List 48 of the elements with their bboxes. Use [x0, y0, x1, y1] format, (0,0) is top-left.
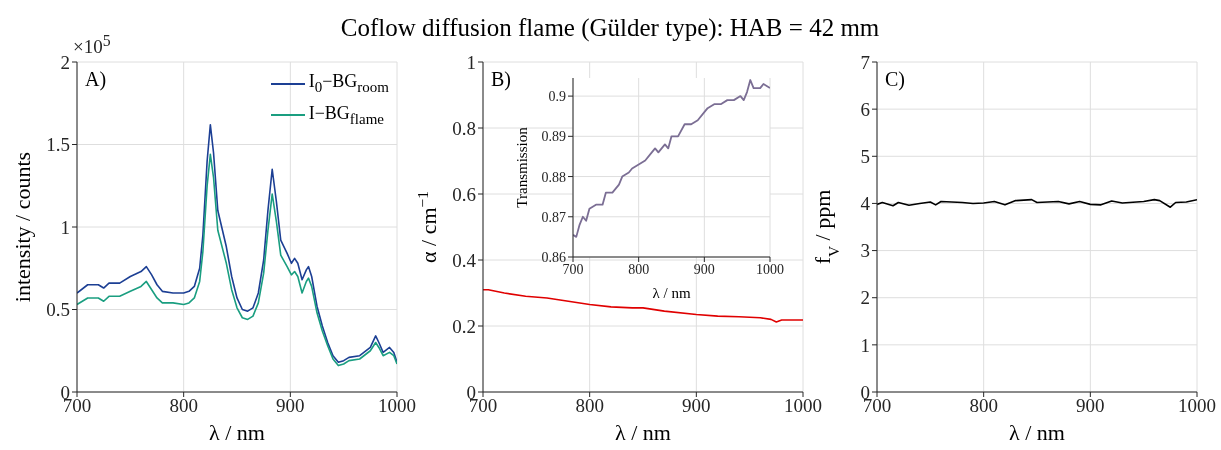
x-axis-title: λ / nm — [615, 420, 671, 445]
y-axis-title: intensity / counts — [10, 151, 36, 303]
line-series — [573, 79, 770, 238]
annotation: C) — [885, 68, 905, 91]
x-tick-label: 800 — [575, 395, 604, 417]
y-tick-label: 5 — [860, 146, 870, 168]
x-tick-label: 800 — [628, 261, 650, 277]
y-tick-label: 0.6 — [452, 183, 476, 205]
y-tick-label: 4 — [860, 193, 871, 215]
y-tick-label: 6 — [860, 98, 870, 120]
legend-label: I$_{0}$−BG$_{room}$ — [308, 70, 389, 97]
y-tick-label: 7 — [860, 51, 870, 73]
annotation: B) — [491, 68, 511, 91]
x-tick-label: 800 — [169, 395, 198, 417]
annotation: A) — [85, 68, 107, 91]
y-tick-label: 0.2 — [452, 315, 476, 337]
y-tick-label: 1 — [860, 334, 870, 356]
x-axis-title: λ / nm — [209, 420, 265, 445]
x-tick-label: 900 — [276, 395, 305, 417]
y-tick-label: 0.5 — [46, 299, 70, 321]
x-axis-title: λ / nm — [652, 285, 691, 301]
x-tick-label: 900 — [682, 395, 711, 417]
x-tick-label: 1000 — [756, 261, 784, 277]
y-tick-label: 1.5 — [46, 134, 70, 156]
y-tick-label: 0.88 — [541, 169, 566, 185]
y-tick-label: 0.89 — [541, 129, 566, 145]
chart-title: Coflow diffusion flame (Gülder type): HAB = 42 mm — [340, 14, 880, 42]
y-axis-title: Transmission — [514, 126, 530, 208]
x-tick-label: 900 — [1076, 395, 1105, 417]
x-tick-label: 1000 — [1178, 395, 1216, 417]
y-tick-label: 0.9 — [548, 89, 566, 105]
y-tick-label: 0.8 — [452, 117, 476, 139]
y-tick-label: 1 — [60, 216, 70, 238]
x-tick-label: 800 — [969, 395, 998, 417]
y-tick-label: 0.87 — [541, 209, 566, 225]
text: ×10$^{5}$ — [73, 32, 111, 59]
x-tick-label: 900 — [693, 261, 715, 277]
y-tick-label: 1 — [466, 51, 476, 73]
line-series — [483, 288, 803, 323]
y-tick-label: 2 — [60, 51, 70, 73]
legend-label: I−BG$_{flame}$ — [308, 101, 384, 129]
y-tick-label: 2 — [860, 287, 870, 309]
y-tick-label: 0.4 — [452, 249, 477, 271]
line-series — [877, 198, 1197, 208]
x-axis-title: λ / nm — [1009, 420, 1065, 445]
x-tick-label: 1000 — [378, 395, 416, 417]
y-tick-label: 3 — [860, 240, 870, 262]
x-tick-label: 1000 — [784, 395, 822, 417]
